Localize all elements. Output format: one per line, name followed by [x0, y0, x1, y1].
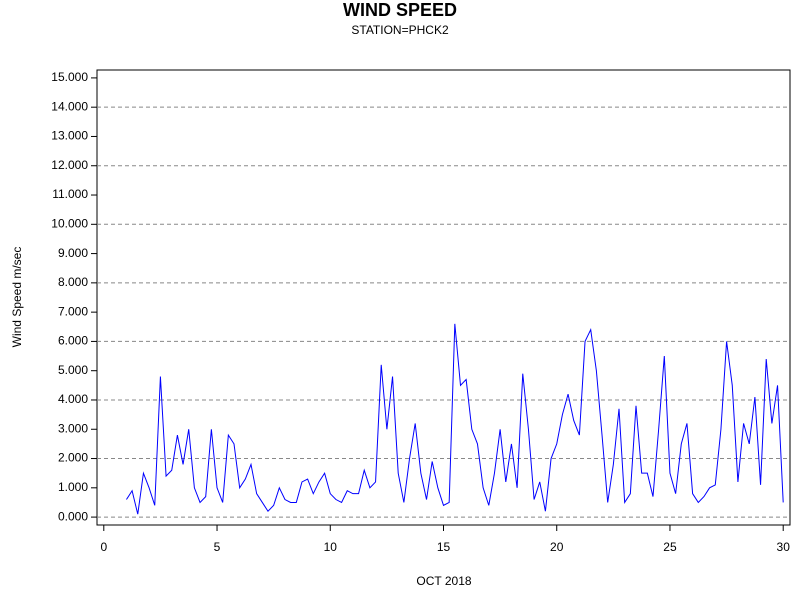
x-tick-label: 25 [663, 540, 677, 554]
plot-frame [96, 69, 791, 526]
x-tick-label: 0 [100, 540, 107, 554]
y-axis-label: Wind Speed m/sec [10, 247, 24, 348]
x-tick-label: 10 [324, 540, 338, 554]
y-tick-label: 3.000 [58, 421, 88, 435]
x-tick-label: 20 [550, 540, 564, 554]
x-tick-label: 30 [777, 540, 791, 554]
y-tick-label: 8.000 [58, 275, 88, 289]
y-tick-label: 5.000 [58, 363, 88, 377]
y-tick-label: 6.000 [58, 334, 88, 348]
y-tick-label: 0.000 [58, 509, 88, 523]
y-tick-label: 7.000 [58, 304, 88, 318]
y-tick-label: 11.000 [52, 187, 88, 201]
y-tick-label: 1.000 [58, 480, 88, 494]
data-line [126, 323, 784, 515]
y-tick-label: 14.000 [51, 99, 88, 113]
chart-subtitle: STATION=PHCK2 [351, 23, 449, 37]
y-tick-label: 4.000 [58, 392, 88, 406]
chart-title: WIND SPEED [343, 0, 457, 20]
y-tick-label: 2.000 [58, 451, 88, 465]
y-tick-label: 15.000 [51, 70, 88, 84]
y-tick-label: 13.000 [51, 129, 88, 143]
y-tick-label: 9.000 [58, 246, 88, 260]
x-tick-label: 15 [437, 540, 451, 554]
y-tick-label: 10.000 [51, 216, 88, 230]
x-tick-label: 5 [214, 540, 221, 554]
y-tick-label: 12.000 [51, 158, 88, 172]
x-axis-label: OCT 2018 [416, 574, 471, 588]
